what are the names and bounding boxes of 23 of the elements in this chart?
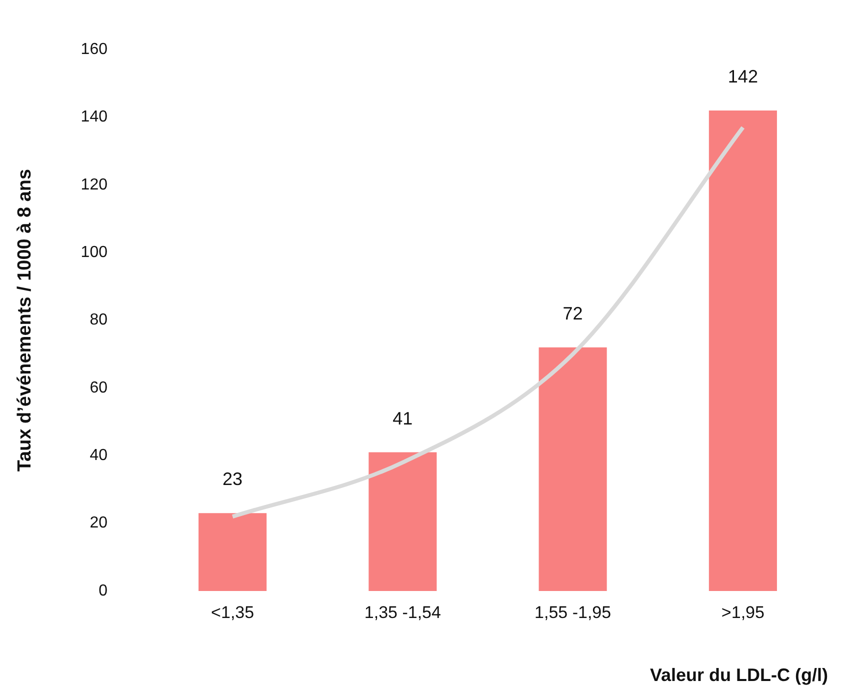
data-label: 142 bbox=[728, 66, 758, 87]
y-tick-label: 120 bbox=[80, 176, 108, 194]
x-tick-label: <1,35 bbox=[211, 602, 254, 622]
x-tick-label: 1,55 -1,95 bbox=[534, 602, 612, 622]
data-label: 72 bbox=[562, 303, 583, 324]
y-tick-label: 160 bbox=[80, 41, 108, 58]
x-tick-label: 1,35 -1,54 bbox=[364, 602, 441, 622]
y-tick-label: 140 bbox=[80, 108, 108, 126]
bar bbox=[198, 513, 267, 591]
y-tick-label: 40 bbox=[90, 447, 108, 464]
data-label: 23 bbox=[222, 469, 243, 490]
x-tick-label: >1,95 bbox=[721, 602, 764, 622]
bar bbox=[538, 347, 607, 591]
y-tick-label: 20 bbox=[90, 514, 108, 532]
y-tick-label: 80 bbox=[90, 312, 108, 329]
x-axis-title: Valeur du LDL-C (g/l) bbox=[650, 665, 828, 686]
y-tick-label: 0 bbox=[98, 582, 108, 600]
data-label: 41 bbox=[392, 408, 413, 428]
bar bbox=[368, 452, 437, 591]
y-axis-title: Taux d’événements / 1000 à 8 ans bbox=[14, 168, 36, 472]
bar bbox=[708, 110, 777, 591]
y-tick-label: 100 bbox=[80, 244, 108, 262]
y-tick-label: 60 bbox=[90, 379, 108, 396]
